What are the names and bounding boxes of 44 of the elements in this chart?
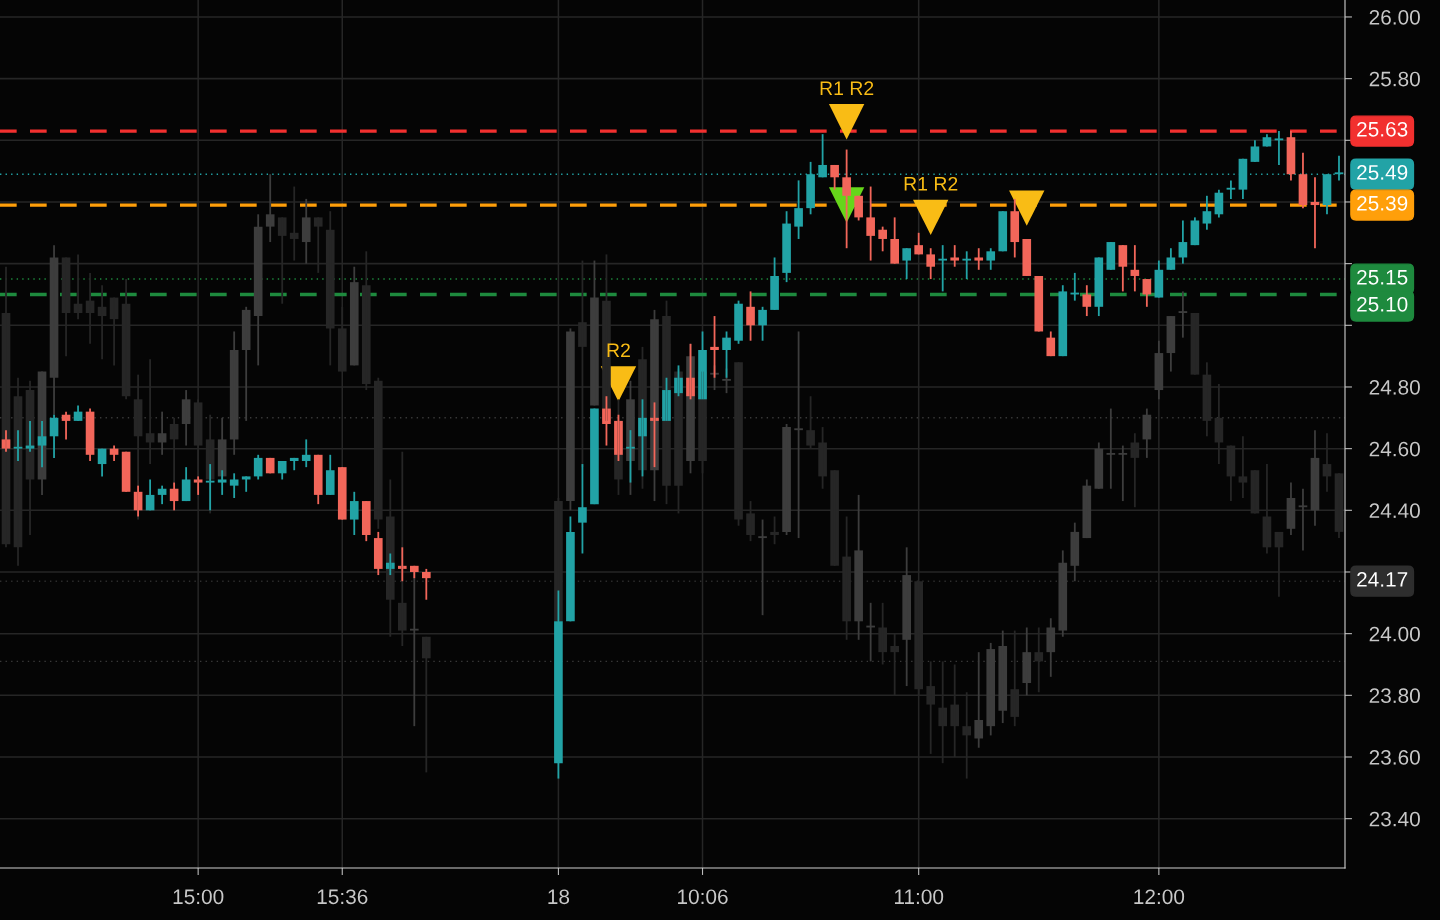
candlestick bbox=[758, 305, 767, 342]
data-label: R1 R2 bbox=[820, 81, 874, 95]
candlestick bbox=[662, 376, 671, 422]
y-tick-label: 24.40 bbox=[1369, 503, 1420, 519]
point bbox=[828, 104, 865, 140]
ref-line-label: 25.15 bbox=[1357, 269, 1408, 285]
candlestick bbox=[950, 244, 960, 268]
ref-line-label: 24.17 bbox=[1357, 572, 1408, 587]
x-tick-label: 12:00 bbox=[1134, 889, 1185, 905]
candlestick bbox=[674, 364, 683, 398]
y-tick-label: 23.60 bbox=[1369, 750, 1420, 765]
ref-line-label: 25.49 bbox=[1357, 165, 1408, 180]
candlestick bbox=[782, 423, 791, 536]
candlestick bbox=[566, 515, 575, 623]
ref-line-label: 25.39 bbox=[1357, 195, 1408, 211]
candlestick bbox=[758, 518, 767, 617]
y-tick-label: 26.00 bbox=[1369, 9, 1420, 25]
y-tick-label: 24.60 bbox=[1369, 441, 1420, 457]
data-label: R1 R2 bbox=[904, 176, 958, 191]
x-tick-label: 11:00 bbox=[894, 889, 944, 905]
x-tick-label: 10:06 bbox=[678, 889, 728, 905]
candlestick bbox=[782, 210, 791, 284]
y-tick-label: 24.00 bbox=[1369, 626, 1420, 642]
y-tick-label: 25.80 bbox=[1369, 71, 1420, 87]
data-label: R2 bbox=[607, 343, 630, 357]
y-tick-label: 23.80 bbox=[1369, 688, 1420, 704]
candlestick bbox=[566, 327, 575, 512]
point bbox=[912, 199, 949, 236]
candlestick bbox=[974, 247, 984, 271]
candlestick bbox=[794, 179, 803, 240]
y-tick-label: 24.80 bbox=[1369, 379, 1420, 395]
point bbox=[1009, 190, 1045, 226]
candlestick bbox=[770, 256, 779, 311]
candlestick bbox=[590, 407, 599, 506]
candlestick bbox=[626, 379, 635, 496]
ref-line-label: 25.63 bbox=[1357, 121, 1408, 137]
candlestick bbox=[734, 299, 743, 345]
candlestick bbox=[746, 290, 755, 342]
ref-line-label: 25.10 bbox=[1357, 296, 1408, 312]
x-tick-label: 15:36 bbox=[317, 889, 368, 905]
candlestick bbox=[590, 259, 599, 407]
y-tick-label: 23.40 bbox=[1369, 811, 1420, 827]
x-tick-label: 15:00 bbox=[173, 889, 224, 905]
x-tick-label: 18 bbox=[548, 889, 570, 905]
